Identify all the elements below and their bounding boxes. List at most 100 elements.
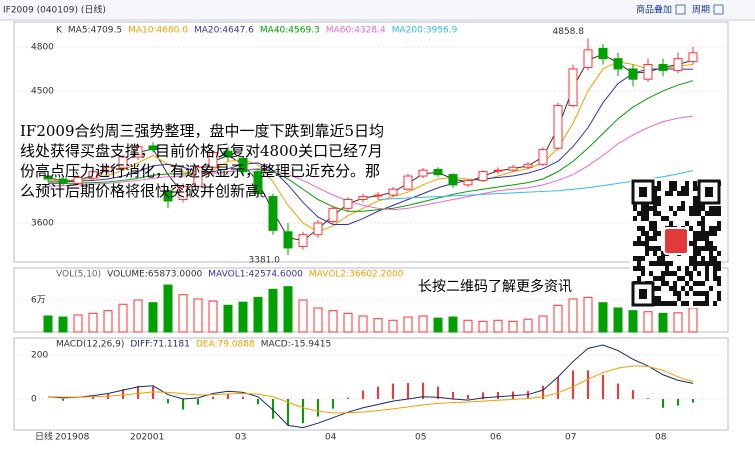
qr-module	[657, 211, 661, 216]
qr-module	[645, 206, 649, 211]
qr-module	[637, 256, 641, 261]
x-tick-label: 07	[565, 433, 576, 443]
qr-module	[681, 206, 685, 211]
candle-body	[643, 64, 653, 80]
qr-module	[657, 256, 661, 261]
qr-module	[717, 276, 721, 281]
qr-module	[701, 256, 705, 261]
qr-module	[685, 291, 689, 296]
qr-module	[677, 276, 681, 281]
qr-module	[685, 186, 689, 191]
qr-module	[705, 241, 709, 246]
legend-entry: MA20:4647.6	[194, 26, 254, 36]
button-icon[interactable]	[713, 4, 724, 15]
qr-module	[689, 226, 693, 231]
volume-bar	[448, 316, 458, 333]
macd-line	[47, 365, 694, 414]
qr-module	[645, 231, 649, 236]
qr-module	[697, 301, 701, 306]
qr-module	[693, 236, 697, 241]
qr-module	[645, 241, 649, 246]
candle-body	[478, 171, 488, 181]
button-icon[interactable]	[675, 4, 686, 15]
qr-module	[713, 246, 717, 251]
qr-module	[709, 246, 713, 251]
volume-bar	[658, 312, 668, 333]
volume-bar	[388, 319, 398, 333]
qr-module	[677, 266, 681, 271]
y-tick-label: 0	[31, 394, 37, 404]
volume-bar	[538, 315, 548, 333]
qr-module	[653, 236, 657, 241]
qr-module	[673, 181, 677, 186]
y-tick-label: 200	[31, 350, 48, 360]
qr-module	[657, 276, 661, 281]
legend-entry: MA200:3956.9	[392, 26, 458, 36]
overlay-button[interactable]: 商品叠加	[636, 4, 672, 16]
legend-entry: MAVOL2:36602.2000	[309, 270, 404, 280]
qr-module	[677, 291, 681, 296]
qr-module	[633, 206, 637, 211]
qr-module	[641, 231, 645, 236]
qr-module	[649, 236, 653, 241]
qr-module	[717, 206, 721, 211]
qr-module	[653, 206, 657, 211]
qr-module	[669, 186, 673, 191]
qr-module	[693, 241, 697, 246]
qr-module	[717, 251, 721, 256]
qr-module	[693, 211, 697, 216]
qr-module	[701, 206, 705, 211]
qr-module	[649, 206, 653, 211]
candle-body	[433, 168, 443, 176]
volume-bar	[193, 298, 203, 333]
candle-body	[568, 68, 578, 107]
qr-module	[685, 271, 689, 276]
candle-body	[598, 47, 608, 60]
candle-body	[658, 64, 668, 71]
qr-module	[697, 246, 701, 251]
qr-module	[689, 256, 693, 261]
qr-module	[673, 186, 677, 191]
candle-body	[58, 178, 68, 184]
qr-module	[713, 206, 717, 211]
low-annotation: 3381.0	[249, 256, 281, 266]
period-button[interactable]: 周期	[692, 5, 710, 16]
qr-module	[701, 291, 705, 296]
candle-body	[403, 175, 413, 190]
qr-module	[709, 226, 713, 231]
volume-bar	[673, 312, 683, 333]
qr-module	[641, 216, 645, 221]
candle-body	[208, 152, 218, 168]
qr-module	[637, 236, 641, 241]
qr-module	[661, 301, 665, 306]
volume-bar	[178, 294, 188, 333]
volume-bar	[118, 303, 128, 333]
qr-module	[717, 291, 721, 296]
qr-module	[713, 266, 717, 271]
qr-module	[689, 276, 693, 281]
qr-module	[709, 251, 713, 256]
qr-module	[645, 246, 649, 251]
volume-bar	[88, 312, 98, 333]
qr-module	[705, 246, 709, 251]
legend-entry: K	[56, 26, 63, 36]
qr-module	[713, 256, 717, 261]
candle-body	[283, 231, 293, 249]
qr-module	[709, 206, 713, 211]
qr-module	[681, 276, 685, 281]
volume-bar	[223, 304, 233, 333]
qr-module	[693, 281, 697, 286]
qr-module	[661, 216, 665, 221]
candle-body	[343, 199, 353, 209]
qr-module	[665, 301, 669, 306]
qr-module	[641, 266, 645, 271]
qr-module	[637, 261, 641, 266]
qr-module	[637, 276, 641, 281]
qr-module	[669, 271, 673, 276]
commentary-line: IF2009合约周三强势整理，盘中一度下跌到靠近5日均	[20, 122, 384, 140]
commentary-line: 份高点压力进行消化，有迹象显示，整理已近充分。那	[20, 162, 380, 180]
qr-module	[649, 271, 653, 276]
candle-body	[538, 149, 548, 165]
qr-module	[681, 286, 685, 291]
